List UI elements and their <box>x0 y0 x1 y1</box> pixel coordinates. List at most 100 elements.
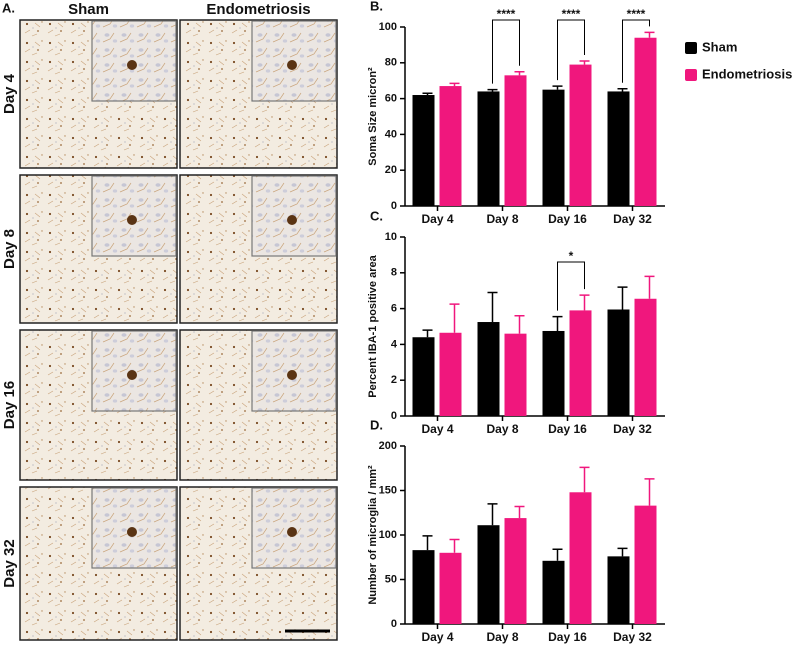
error-bar <box>422 535 433 551</box>
y-axis-title: Number of microglia / mm² <box>367 465 379 605</box>
bar <box>542 89 565 206</box>
micrograph-inset <box>251 175 337 257</box>
x-tick-label: Day 4 <box>421 212 453 226</box>
bar <box>634 37 657 206</box>
x-tick-label: Day 4 <box>421 630 453 644</box>
bar <box>569 64 592 206</box>
error-bar <box>579 294 590 311</box>
legend-swatch <box>685 42 697 54</box>
error-bar <box>617 547 628 557</box>
legend-label: Sham <box>702 39 737 54</box>
y-tick-label: 0 <box>391 410 397 422</box>
error-bar <box>487 291 498 323</box>
micrograph-inset <box>91 487 177 569</box>
x-tick-label: Day 32 <box>613 212 652 226</box>
error-bar <box>422 92 433 96</box>
significance-label: * <box>569 249 574 263</box>
bar <box>477 91 500 206</box>
bar <box>504 333 527 416</box>
bar <box>542 330 565 416</box>
error-bar <box>449 303 460 333</box>
y-tick-label: 4 <box>391 338 398 350</box>
bar <box>607 309 630 416</box>
error-bar <box>579 60 590 65</box>
y-tick-label: 50 <box>385 573 397 585</box>
bar <box>439 552 462 624</box>
error-bar <box>644 275 655 299</box>
error-bar <box>617 88 628 92</box>
x-tick-label: Day 16 <box>548 630 587 644</box>
significance-bracket <box>557 261 585 311</box>
error-bar <box>552 548 563 561</box>
row-header: Day 32 <box>1 539 18 587</box>
y-tick-label: 60 <box>385 93 397 105</box>
y-tick-label: 8 <box>391 267 397 279</box>
panel-label: A. <box>2 0 15 15</box>
cell <box>127 370 137 380</box>
cell <box>287 60 297 70</box>
x-tick-label: Day 16 <box>548 212 587 226</box>
y-tick-label: 0 <box>391 200 397 212</box>
y-tick-label: 100 <box>379 529 397 541</box>
bar <box>412 95 435 206</box>
bar <box>634 505 657 624</box>
significance-bracket <box>492 19 520 84</box>
error-bar <box>422 329 433 338</box>
y-tick-label: 20 <box>385 164 397 176</box>
cell <box>127 60 137 70</box>
bar <box>439 86 462 206</box>
error-bar <box>579 466 590 493</box>
y-axis-title: Soma Size micron² <box>367 67 379 166</box>
cell <box>287 215 297 225</box>
y-tick-label: 80 <box>385 57 397 69</box>
x-tick-label: Day 32 <box>613 422 652 436</box>
column-header: Endometriosis <box>206 1 310 18</box>
bar <box>542 560 565 624</box>
y-tick-label: 6 <box>391 303 397 315</box>
error-bar <box>644 31 655 38</box>
error-bar <box>514 71 525 76</box>
x-tick-label: Day 8 <box>486 212 518 226</box>
panel-label: B. <box>370 0 383 13</box>
y-tick-label: 200 <box>379 440 397 452</box>
bar <box>607 556 630 624</box>
column-header: Sham <box>68 1 109 18</box>
significance-label: **** <box>627 7 646 21</box>
y-tick-label: 10 <box>385 231 397 243</box>
error-bar <box>449 82 460 87</box>
error-bar <box>487 503 498 526</box>
bar <box>569 310 592 416</box>
cell <box>287 527 297 537</box>
y-tick-label: 150 <box>379 484 397 496</box>
cell <box>287 370 297 380</box>
bar <box>477 525 500 624</box>
x-tick-label: Day 4 <box>421 422 453 436</box>
panel-label: D. <box>370 417 383 432</box>
cell <box>127 215 137 225</box>
bar <box>439 332 462 416</box>
y-tick-label: 40 <box>385 128 397 140</box>
significance-label: **** <box>562 7 581 21</box>
y-tick-label: 2 <box>391 374 397 386</box>
y-tick-label: 0 <box>391 618 397 630</box>
bar <box>634 298 657 416</box>
cell <box>127 527 137 537</box>
error-bar <box>487 88 498 92</box>
error-bar <box>617 286 628 310</box>
significance-label: **** <box>497 7 516 21</box>
error-bar <box>514 505 525 519</box>
error-bar <box>449 538 460 553</box>
bar <box>504 518 527 624</box>
y-tick-label: 100 <box>379 21 397 33</box>
x-tick-label: Day 8 <box>486 422 518 436</box>
bar <box>412 337 435 416</box>
error-bar <box>644 478 655 506</box>
y-axis-title: Percent IBA-1 positive area <box>367 254 379 397</box>
significance-bracket <box>557 19 585 81</box>
row-header: Day 8 <box>1 229 18 269</box>
significance-bracket <box>622 19 650 83</box>
bar <box>607 91 630 206</box>
bar <box>412 550 435 624</box>
bar <box>504 75 527 206</box>
